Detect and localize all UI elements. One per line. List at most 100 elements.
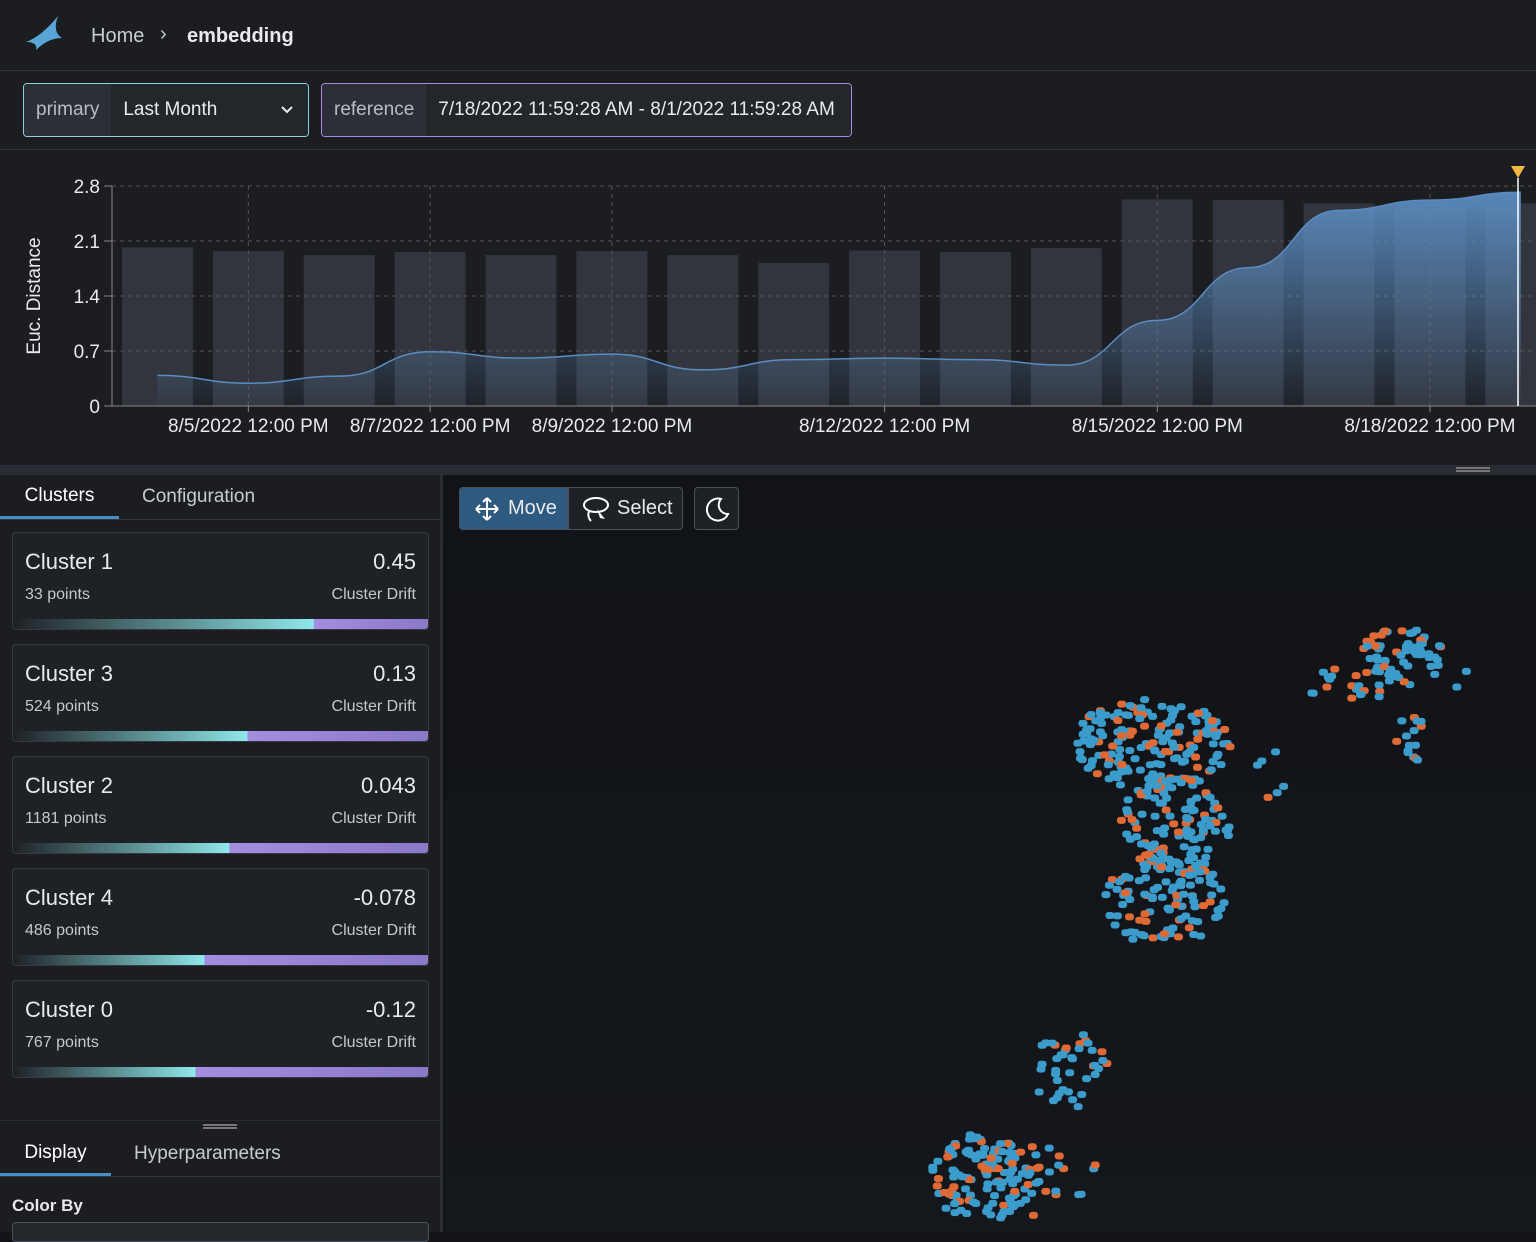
cluster-card[interactable]: Cluster 1 0.45 33 points Cluster Drift xyxy=(12,532,429,630)
point xyxy=(1157,827,1167,835)
header: Home › embedding xyxy=(0,0,1536,71)
point xyxy=(1051,1070,1061,1078)
theme-button[interactable] xyxy=(694,487,739,530)
point xyxy=(1085,741,1095,749)
point xyxy=(1193,735,1203,743)
point xyxy=(1156,722,1166,730)
current-time-marker xyxy=(1511,166,1525,178)
point xyxy=(1415,640,1425,648)
point xyxy=(1140,722,1150,730)
point xyxy=(1156,761,1166,769)
splitter[interactable] xyxy=(0,465,1536,475)
point xyxy=(1041,1187,1051,1195)
color-by-select[interactable] xyxy=(12,1222,429,1242)
point xyxy=(1193,763,1203,771)
cluster-drift: 0.13 xyxy=(373,661,416,686)
point xyxy=(1433,661,1443,669)
point xyxy=(1010,1187,1020,1195)
point xyxy=(1160,777,1170,785)
primary-picker[interactable]: primary Last Month xyxy=(23,83,309,137)
point-cloud xyxy=(928,626,1471,1222)
point xyxy=(1106,750,1116,758)
point xyxy=(1213,750,1223,758)
cluster-panel: Clusters Configuration Display Hyperpara… xyxy=(0,475,443,1242)
point xyxy=(1191,753,1201,761)
point xyxy=(1016,1148,1026,1156)
tab-clusters[interactable]: Clusters xyxy=(0,475,119,519)
point xyxy=(1144,850,1154,858)
point xyxy=(1034,1178,1044,1186)
select-button[interactable]: Select xyxy=(568,487,683,530)
point xyxy=(1002,1139,1012,1147)
point xyxy=(1101,891,1111,899)
tab-hyperparameters[interactable]: Hyperparameters xyxy=(134,1143,281,1164)
cluster-card[interactable]: Cluster 0 -0.12 767 points Cluster Drift xyxy=(12,980,429,1078)
point xyxy=(944,1190,954,1198)
point xyxy=(1403,749,1413,757)
point xyxy=(1085,725,1095,733)
point xyxy=(1179,890,1189,898)
point xyxy=(1369,632,1379,640)
y-axis-title: Euc. Distance xyxy=(24,237,45,354)
point xyxy=(1430,670,1440,678)
point xyxy=(1208,717,1218,725)
drift-label: Cluster Drift xyxy=(331,1034,416,1051)
point xyxy=(1203,845,1213,853)
point xyxy=(933,1175,943,1183)
reference-label: reference xyxy=(322,84,427,136)
cluster-card[interactable]: Cluster 4 -0.078 486 points Cluster Drift xyxy=(12,868,429,966)
point xyxy=(1141,917,1151,925)
breadcrumb-home[interactable]: Home xyxy=(91,25,145,47)
point xyxy=(1112,885,1122,893)
point xyxy=(1037,1060,1047,1068)
point xyxy=(1322,683,1332,691)
point xyxy=(1115,878,1125,886)
point xyxy=(1028,1211,1038,1219)
point xyxy=(993,1165,1003,1173)
point xyxy=(1078,719,1088,727)
point xyxy=(1430,653,1440,661)
tab-configuration[interactable]: Configuration xyxy=(142,486,256,507)
point xyxy=(1392,737,1402,745)
point xyxy=(1054,1152,1064,1160)
point xyxy=(1195,876,1205,884)
point xyxy=(1176,703,1186,711)
x-tick-label: 8/7/2022 12:00 PM xyxy=(350,416,511,437)
point xyxy=(1308,689,1318,697)
point xyxy=(1185,881,1195,889)
point xyxy=(1195,868,1205,876)
point xyxy=(1152,782,1162,790)
move-button[interactable]: Move xyxy=(459,487,568,530)
point xyxy=(1147,895,1157,903)
reference-picker[interactable]: reference 7/18/2022 11:59:28 AM - 8/1/20… xyxy=(321,83,852,137)
primary-value: Last Month xyxy=(111,84,308,136)
point xyxy=(1054,1161,1064,1169)
point xyxy=(1223,831,1233,839)
point xyxy=(1116,816,1126,824)
point xyxy=(1125,702,1135,710)
point xyxy=(978,1151,988,1159)
point xyxy=(966,1191,976,1199)
point xyxy=(1173,828,1183,836)
point xyxy=(1175,723,1185,731)
point xyxy=(945,1145,955,1153)
point xyxy=(1216,761,1226,769)
point xyxy=(1117,700,1127,708)
point xyxy=(1225,743,1235,751)
point xyxy=(1031,1151,1041,1159)
cluster-name: Cluster 2 xyxy=(25,773,114,798)
area xyxy=(157,192,1521,406)
cluster-drift: 0.043 xyxy=(360,773,416,798)
point xyxy=(961,1185,971,1193)
point xyxy=(1153,731,1163,739)
point xyxy=(1034,1163,1044,1171)
tab-display[interactable]: Display xyxy=(0,1132,111,1176)
cluster-card[interactable]: Cluster 2 0.043 1181 points Cluster Drift xyxy=(12,756,429,854)
point xyxy=(1325,675,1335,683)
point xyxy=(996,1184,1006,1192)
point xyxy=(1155,799,1165,807)
point xyxy=(1140,910,1150,918)
point xyxy=(1098,1057,1108,1065)
cluster-card[interactable]: Cluster 3 0.13 524 points Cluster Drift xyxy=(12,644,429,742)
